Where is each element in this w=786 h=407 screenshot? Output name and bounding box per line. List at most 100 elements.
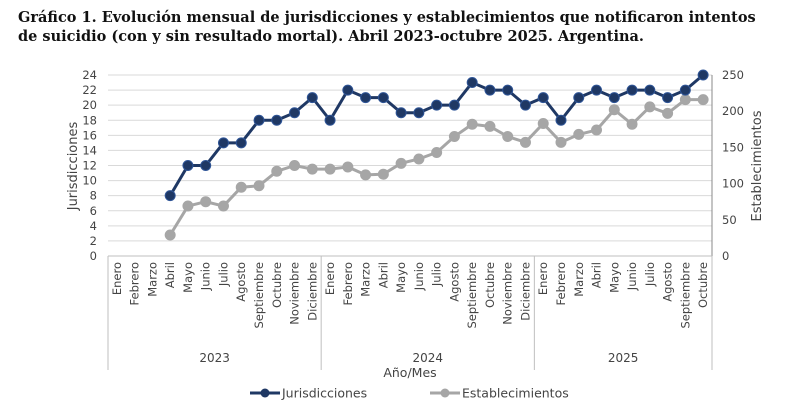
data-point-jurisdicciones bbox=[697, 69, 709, 81]
data-point-jurisdicciones bbox=[360, 92, 372, 104]
data-point-establecimientos bbox=[591, 124, 603, 136]
data-point-jurisdicciones bbox=[217, 137, 229, 149]
month-label: Marzo bbox=[359, 262, 373, 297]
left-tick-label: 24 bbox=[82, 68, 97, 82]
data-point-establecimientos bbox=[377, 168, 389, 180]
right-tick-label: 150 bbox=[722, 140, 744, 154]
data-point-jurisdicciones bbox=[377, 92, 389, 104]
month-label: Abril bbox=[376, 262, 390, 288]
month-label: Agosto bbox=[661, 262, 675, 302]
data-point-establecimientos bbox=[164, 229, 176, 241]
data-point-jurisdicciones bbox=[591, 84, 603, 96]
right-axis-title: Establecimientos bbox=[750, 110, 765, 221]
month-label: Abril bbox=[163, 262, 177, 288]
data-point-establecimientos bbox=[644, 101, 656, 113]
legend-marker bbox=[440, 388, 450, 398]
data-point-establecimientos bbox=[413, 153, 425, 165]
year-label: 2023 bbox=[199, 351, 230, 365]
data-point-establecimientos bbox=[573, 128, 585, 140]
data-point-jurisdicciones bbox=[662, 92, 674, 104]
left-tick-label: 18 bbox=[82, 113, 97, 127]
month-label: Febrero bbox=[341, 262, 355, 305]
legend-marker bbox=[260, 388, 270, 398]
left-tick-label: 2 bbox=[90, 234, 97, 248]
month-label: Mayo bbox=[394, 262, 408, 293]
x-axis-title: Año/Mes bbox=[383, 365, 436, 380]
data-point-establecimientos bbox=[271, 165, 283, 177]
month-label: Agosto bbox=[234, 262, 248, 302]
data-point-jurisdicciones bbox=[395, 107, 407, 119]
left-axis-title: Jurisdicciones bbox=[66, 122, 81, 212]
month-label: Diciembre bbox=[305, 262, 319, 321]
data-point-establecimientos bbox=[626, 118, 638, 130]
left-tick-label: 12 bbox=[82, 159, 97, 173]
year-label: 2025 bbox=[608, 351, 639, 365]
month-label: Octubre bbox=[696, 262, 710, 308]
legend-label: Jurisdicciones bbox=[281, 386, 367, 401]
month-label: Julio bbox=[643, 262, 657, 287]
left-tick-label: 6 bbox=[90, 204, 97, 218]
data-point-establecimientos bbox=[306, 163, 318, 175]
data-point-jurisdicciones bbox=[608, 92, 620, 104]
data-point-jurisdicciones bbox=[342, 84, 354, 96]
month-label: Julio bbox=[430, 262, 444, 287]
data-point-jurisdicciones bbox=[253, 114, 265, 126]
data-point-establecimientos bbox=[448, 131, 460, 143]
left-tick-label: 22 bbox=[82, 83, 97, 97]
data-point-establecimientos bbox=[182, 200, 194, 212]
data-point-jurisdicciones bbox=[200, 160, 212, 171]
month-label: Octubre bbox=[270, 262, 284, 308]
data-point-jurisdicciones bbox=[466, 77, 478, 89]
month-label: Mayo bbox=[181, 262, 195, 293]
data-point-jurisdicciones bbox=[235, 137, 247, 149]
data-point-establecimientos bbox=[537, 118, 549, 130]
right-tick-label: 0 bbox=[722, 249, 729, 263]
month-label: Mayo bbox=[607, 262, 621, 293]
data-point-jurisdicciones bbox=[306, 92, 318, 104]
data-point-establecimientos bbox=[484, 120, 496, 132]
month-label: Marzo bbox=[145, 262, 159, 297]
data-point-jurisdicciones bbox=[573, 92, 585, 104]
data-point-establecimientos bbox=[608, 104, 620, 116]
data-point-establecimientos bbox=[360, 169, 372, 181]
data-point-establecimientos bbox=[502, 131, 514, 143]
data-point-jurisdicciones bbox=[502, 84, 514, 96]
data-point-jurisdicciones bbox=[644, 84, 656, 96]
left-tick-label: 8 bbox=[90, 189, 97, 203]
year-label: 2024 bbox=[412, 351, 443, 365]
data-point-jurisdicciones bbox=[289, 107, 301, 119]
data-point-establecimientos bbox=[217, 200, 229, 212]
month-label: Enero bbox=[110, 262, 124, 295]
data-point-jurisdicciones bbox=[555, 114, 567, 126]
month-label: Octubre bbox=[483, 262, 497, 308]
data-point-establecimientos bbox=[662, 107, 674, 119]
data-point-establecimientos bbox=[200, 196, 212, 208]
month-label: Septiembre bbox=[252, 262, 266, 329]
data-point-jurisdicciones bbox=[448, 99, 460, 111]
month-label: Febrero bbox=[128, 262, 142, 305]
left-tick-label: 14 bbox=[82, 143, 97, 157]
month-label: Febrero bbox=[554, 262, 568, 305]
data-point-establecimientos bbox=[555, 136, 567, 148]
data-point-establecimientos bbox=[324, 163, 336, 175]
left-tick-label: 0 bbox=[90, 249, 97, 263]
month-label: Abril bbox=[590, 262, 604, 288]
data-point-establecimientos bbox=[466, 118, 478, 130]
month-label: Enero bbox=[536, 262, 550, 295]
data-point-jurisdicciones bbox=[324, 114, 336, 126]
data-point-establecimientos bbox=[253, 180, 265, 192]
left-tick-label: 20 bbox=[82, 98, 97, 112]
data-point-jurisdicciones bbox=[519, 99, 531, 111]
month-label: Julio bbox=[216, 262, 230, 287]
right-tick-label: 250 bbox=[722, 68, 744, 82]
month-label: Septiembre bbox=[465, 262, 479, 329]
data-point-jurisdicciones bbox=[484, 84, 496, 96]
data-point-establecimientos bbox=[431, 146, 443, 158]
data-point-jurisdicciones bbox=[271, 114, 283, 126]
month-label: Enero bbox=[323, 262, 337, 295]
data-point-establecimientos bbox=[289, 160, 301, 171]
left-tick-label: 4 bbox=[90, 219, 97, 233]
month-label: Septiembre bbox=[678, 262, 692, 329]
right-tick-label: 100 bbox=[722, 177, 744, 191]
